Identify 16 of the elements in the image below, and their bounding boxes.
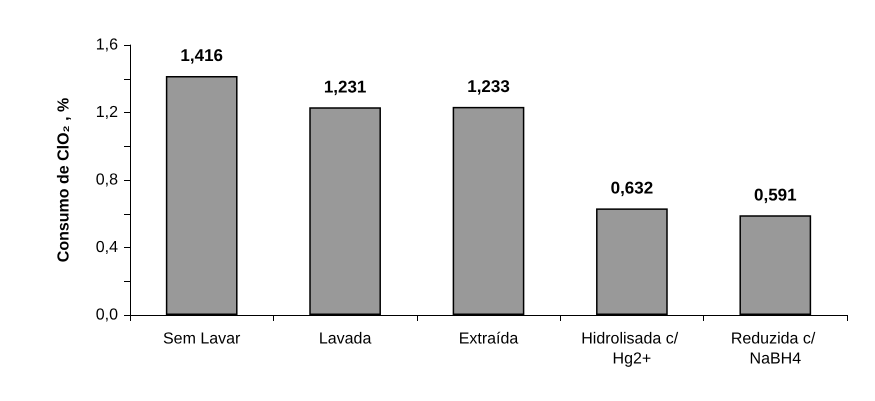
data-label: 1,233	[467, 76, 510, 96]
data-label: 1,416	[180, 46, 223, 66]
y-axis-title: Consumo de ClO₂ , %	[56, 98, 72, 262]
y-tick-label: 1,6	[96, 36, 118, 54]
y-tick-label: 0,4	[96, 239, 118, 256]
x-tick-label: Lavada	[318, 330, 372, 348]
data-label: 0,591	[754, 185, 797, 204]
y-tick-label: 0,0	[96, 306, 118, 324]
x-tick-label: Sem Lavar	[163, 330, 242, 348]
data-label: 0,632	[610, 178, 654, 198]
x-tick-label: Hidrolisada c/ Hg2+	[581, 330, 683, 368]
y-tick-label: 0,8	[96, 172, 118, 188]
y-tick-label: 1,2	[96, 104, 118, 121]
x-tick-label: Extraída	[458, 330, 518, 348]
data-label: 1,231	[324, 77, 366, 96]
x-tick-label: Reduzida c/ NaBH4	[730, 330, 820, 368]
